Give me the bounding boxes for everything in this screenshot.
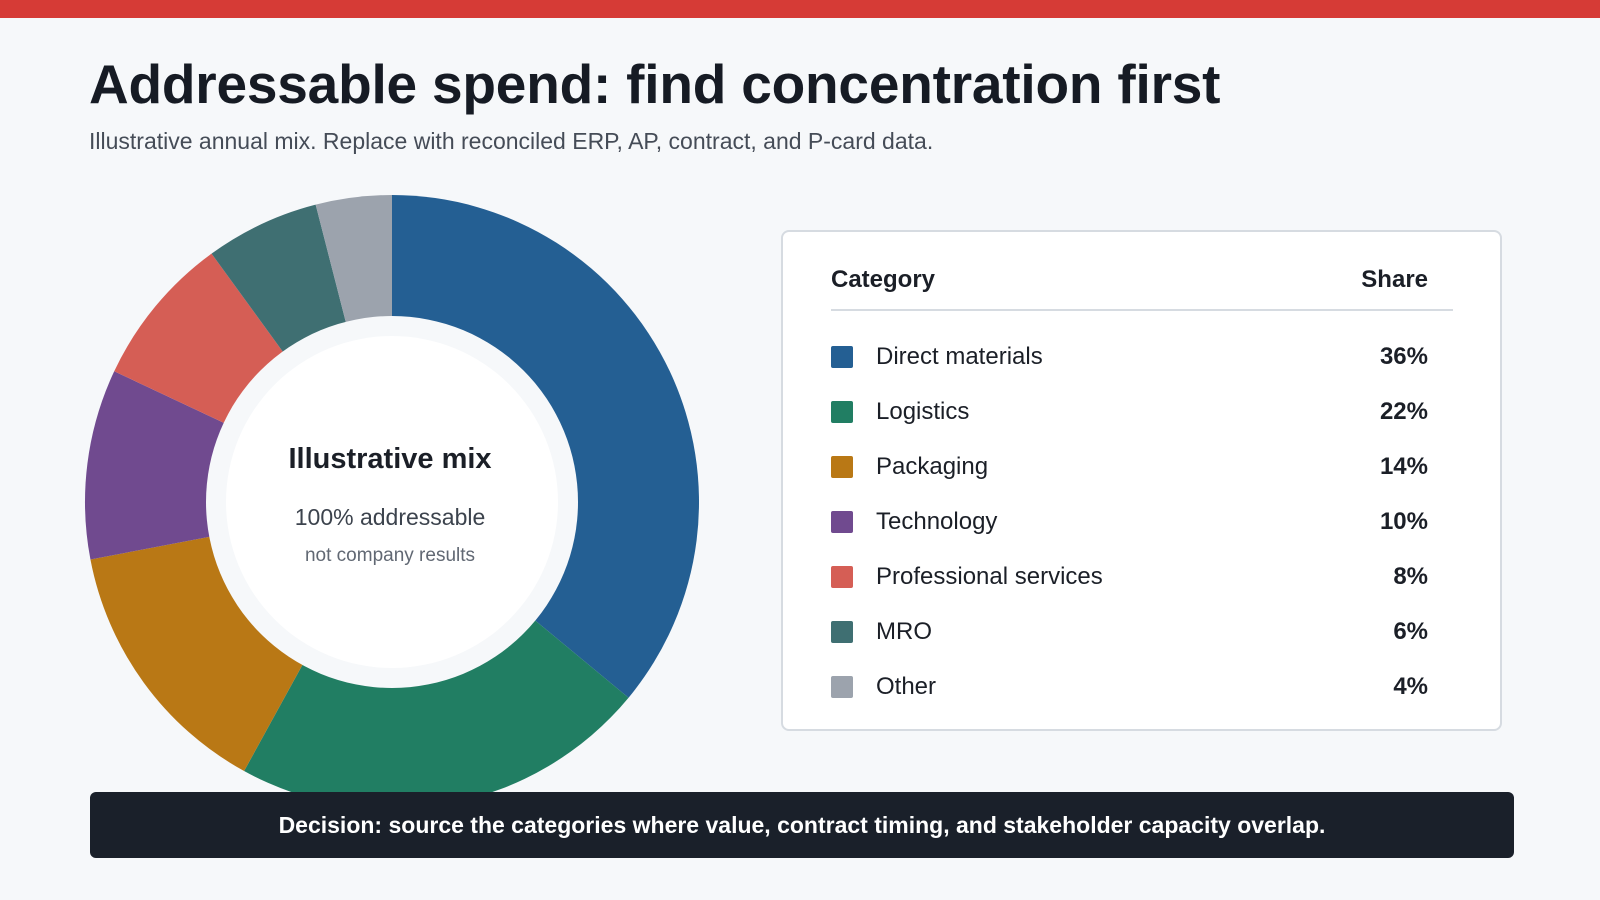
legend-swatch xyxy=(831,676,853,698)
legend-swatch xyxy=(831,456,853,478)
legend-share-value: 14% xyxy=(1379,453,1428,480)
donut-center-subtitle: 100% addressable xyxy=(294,504,486,530)
legend-row: Other 4% xyxy=(831,667,1453,707)
legend-share-value: 8% xyxy=(1393,563,1428,590)
legend-swatch xyxy=(831,566,853,588)
legend-row: MRO 6% xyxy=(831,612,1453,652)
legend-share-value: 10% xyxy=(1379,508,1428,535)
legend-share-value: 36% xyxy=(1379,343,1428,370)
legend-share-value: 6% xyxy=(1393,618,1428,645)
legend-share-value: 4% xyxy=(1393,673,1428,700)
legend-row: Direct materials 36% xyxy=(831,337,1453,377)
legend-category-label: Direct materials xyxy=(876,343,1043,370)
legend-swatch xyxy=(831,511,853,533)
legend-swatch xyxy=(831,401,853,423)
legend-table: Category Share Direct materials 36% Logist… xyxy=(781,230,1502,731)
share-column-header: Share xyxy=(1361,266,1428,293)
legend-row: Technology 10% xyxy=(831,502,1453,542)
page-title: Addressable spend: find concentration fi… xyxy=(89,53,1221,115)
donut-hole-inner xyxy=(226,336,558,668)
legend-category-label: Professional services xyxy=(876,563,1103,590)
legend-swatch xyxy=(831,346,853,368)
legend-category-label: Technology xyxy=(876,508,998,535)
category-column-header: Category xyxy=(831,266,936,293)
donut-center-title: Illustrative mix xyxy=(288,443,492,475)
legend-category-label: MRO xyxy=(876,618,932,645)
legend-row: Packaging 14% xyxy=(831,447,1453,487)
page-subtitle: Illustrative annual mix. Replace with re… xyxy=(89,128,934,154)
decision-banner: Decision: source the categories where va… xyxy=(90,792,1514,858)
legend-share-value: 22% xyxy=(1379,398,1428,425)
legend-category-label: Other xyxy=(876,673,937,700)
legend-header: Category Share xyxy=(831,262,1453,311)
accent-bar xyxy=(0,0,1600,18)
legend-swatch xyxy=(831,621,853,643)
legend-category-label: Packaging xyxy=(876,453,989,480)
legend-category-label: Logistics xyxy=(876,398,970,425)
legend-row: Logistics 22% xyxy=(831,392,1453,432)
legend-row: Professional services 8% xyxy=(831,557,1453,597)
donut-center-note: not company results xyxy=(304,545,476,566)
